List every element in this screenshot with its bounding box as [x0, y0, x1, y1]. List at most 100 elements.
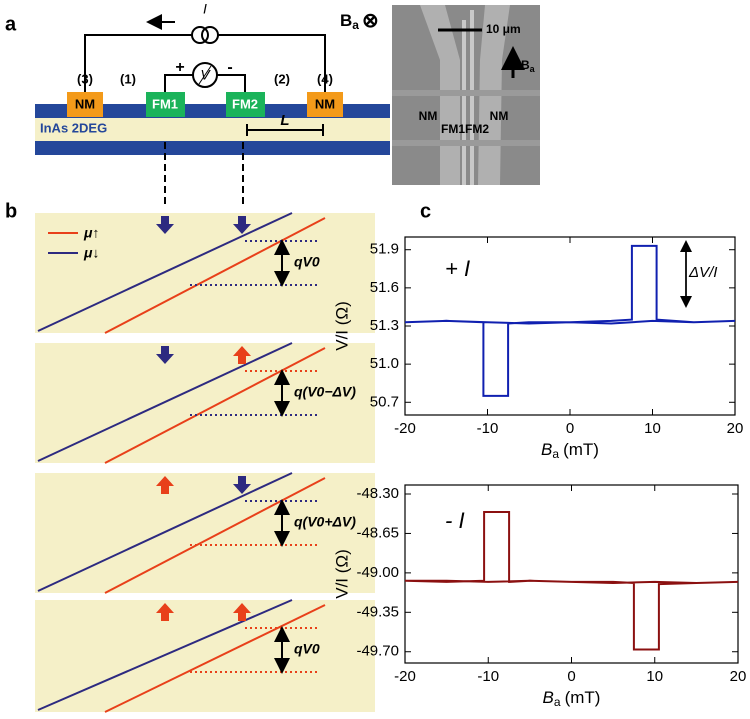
x-axis-label-sub: a	[552, 447, 559, 461]
contact-nm	[307, 92, 343, 117]
contact-label: NM	[75, 96, 95, 111]
annotation: + I	[445, 256, 470, 281]
field-label: B	[340, 11, 352, 30]
spin-arrow	[233, 216, 251, 234]
contact-label: FM1	[152, 96, 178, 111]
x-tick-label: -10	[477, 668, 499, 685]
x-axis-label-unit: (mT)	[563, 440, 599, 459]
field-sub: a	[530, 64, 536, 74]
x-axis-label-unit: (mT)	[565, 688, 601, 707]
micrograph-label: NM	[419, 109, 438, 123]
device-labels: NM FM1 FM2 NM (3) (1) (2) (4) + - V I Ba…	[40, 1, 379, 136]
terminal-label: (4)	[317, 71, 333, 86]
legend-label: μ↓	[83, 245, 99, 261]
diagram-box	[35, 213, 375, 333]
terminal-label: (2)	[274, 71, 290, 86]
source-label: I	[203, 1, 207, 17]
x-tick-label: -10	[477, 420, 499, 437]
gap-label: qV0	[294, 641, 320, 657]
contact-fm	[226, 92, 265, 117]
x-tick-label: 10	[646, 668, 663, 685]
energy-diagram: qV0 q(V0−ΔV) q(V0+ΔV) qV0 μ↑ μ↓	[35, 212, 375, 713]
micrograph-label: FM1FM2	[441, 122, 489, 136]
contact-label: FM2	[232, 96, 258, 111]
x-tick-label: 20	[727, 420, 744, 437]
mu-down-line	[37, 599, 293, 711]
substrate-2deg	[35, 118, 390, 141]
panel-label: b	[5, 200, 17, 222]
mu-up-line	[104, 217, 326, 334]
spin-arrow	[156, 216, 174, 234]
minus: -	[227, 59, 232, 76]
panel-label: c	[420, 200, 431, 222]
gap-label: q(V0+ΔV)	[294, 514, 356, 530]
y-tick-label: 51.3	[370, 317, 399, 334]
scale-label: 10 μm	[486, 22, 521, 36]
x-tick-label: -20	[394, 420, 416, 437]
contact-fm	[146, 92, 185, 117]
x-tick-label: 0	[567, 668, 575, 685]
x-tick-label: 10	[644, 420, 661, 437]
contact-nm	[67, 92, 103, 117]
micrograph: 10 μm Ba NM NM FM1FM2	[392, 5, 540, 185]
y-tick-label: -48.65	[356, 524, 399, 541]
y-tick-label: 51.0	[370, 355, 399, 372]
mu-up-line	[104, 347, 326, 464]
field-sub: a	[352, 18, 359, 32]
charts: 50.7 51.0 51.3 51.6 51.9 -20 -10 0 10 20 Ba (mT) V/I…	[332, 236, 747, 709]
annotation: ΔV/I	[688, 264, 717, 281]
terminal-label: (3)	[77, 71, 93, 86]
annotation: - I	[445, 508, 465, 533]
y-tick-label: 51.9	[370, 241, 399, 258]
field-label: B	[521, 58, 530, 72]
x-axis-label: B	[541, 440, 552, 459]
y-tick-label: 51.6	[370, 279, 399, 296]
mu-up-line	[104, 604, 326, 713]
mu-up-line	[104, 477, 326, 594]
length-arrow	[246, 124, 324, 136]
panel-label: a	[5, 13, 17, 35]
terminal-label: (1)	[120, 71, 136, 86]
x-tick-label: 0	[566, 420, 574, 437]
field-symbol: ⊗	[362, 10, 379, 32]
x-tick-label: 20	[730, 668, 747, 685]
spin-arrow	[156, 476, 174, 494]
x-axis-label: B	[543, 688, 554, 707]
y-tick-label: -49.35	[356, 603, 399, 620]
micrograph-label: NM	[490, 109, 509, 123]
legend-label: μ↑	[83, 225, 99, 241]
diagram-box	[35, 473, 375, 593]
substrate-band	[35, 104, 390, 118]
y-axis-label: V/I (Ω)	[332, 301, 351, 351]
mu-down-line	[37, 212, 293, 332]
y-axis-label: V/I (Ω)	[332, 549, 351, 599]
gap-label: qV0	[294, 254, 320, 270]
data-line	[404, 511, 739, 651]
diagram-box	[35, 600, 375, 712]
spin-arrow	[233, 476, 251, 494]
spin-arrow	[233, 603, 251, 621]
x-axis-label: Ba (mT)	[543, 688, 601, 709]
y-tick-label: -49.70	[356, 643, 399, 660]
gap-label: q(V0−ΔV)	[294, 384, 356, 400]
substrate-band	[35, 141, 390, 155]
voltmeter-label: V	[200, 67, 211, 83]
y-tick-label: -49.00	[356, 564, 399, 581]
diagram-box	[35, 343, 375, 463]
x-tick-label: -20	[394, 668, 416, 685]
field-label: Ba ⊗	[340, 10, 379, 32]
field-label: Ba	[521, 58, 536, 74]
length-label: L	[280, 112, 289, 129]
data-line	[404, 244, 736, 397]
spin-arrow	[156, 346, 174, 364]
y-tick-label: -48.30	[356, 485, 399, 502]
mu-down-line	[37, 472, 293, 592]
substrate-label: InAs 2DEG	[40, 120, 107, 135]
x-axis-label-sub: a	[554, 695, 561, 709]
plus: +	[175, 59, 184, 76]
spin-arrow	[156, 603, 174, 621]
y-tick-label: 50.7	[370, 393, 399, 410]
contact-label: NM	[315, 96, 335, 111]
x-axis-label: Ba (mT)	[541, 440, 599, 461]
